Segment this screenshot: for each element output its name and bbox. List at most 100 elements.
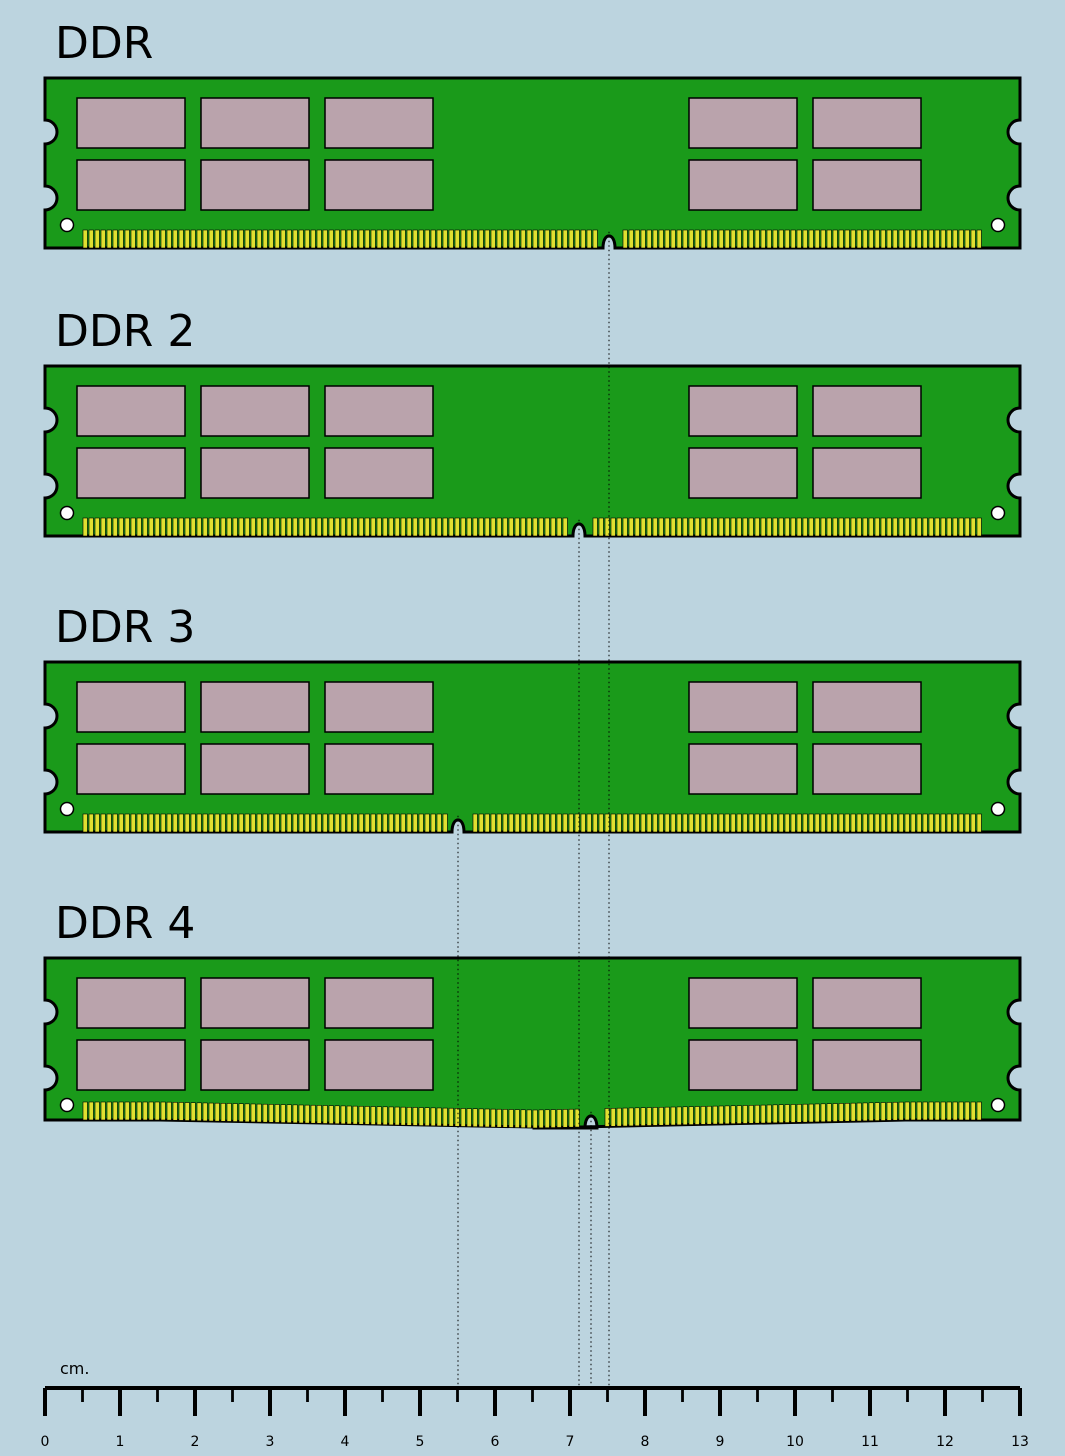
contact-pin [659,230,663,248]
contact-pin [671,1107,675,1125]
contact-pin [545,1110,549,1128]
contact-pin [305,518,309,536]
contact-pin [239,518,243,536]
contact-pin [857,230,861,248]
contact-pin [257,518,261,536]
contact-pin [863,230,867,248]
contact-pin [743,1105,747,1123]
contact-pin [839,814,843,832]
contact-pin [365,814,369,832]
contact-pin [953,518,957,536]
contact-pin [83,518,87,536]
contact-pin [707,230,711,248]
contact-pin [713,518,717,536]
contact-pin [563,814,567,832]
contact-pin [701,230,705,248]
contact-pin [905,518,909,536]
contact-pin [659,518,663,536]
contact-pin [125,230,129,248]
contact-pin [647,230,651,248]
contact-pin [953,230,957,248]
contact-pin [443,518,447,536]
contact-pin [323,230,327,248]
contact-pin [191,230,195,248]
contact-pin [143,1102,147,1120]
contact-pin [101,814,105,832]
contact-pin [215,518,219,536]
contact-pin [335,814,339,832]
contact-pin [443,230,447,248]
contact-pin [533,230,537,248]
contact-pin [461,1108,465,1126]
contact-pin [329,518,333,536]
contact-pin [281,1105,285,1123]
contact-pin [329,814,333,832]
contact-pin [929,230,933,248]
contact-pin [641,1108,645,1126]
contact-pin [389,1107,393,1125]
contact-pin [221,1103,225,1121]
contact-pin [845,230,849,248]
memory-chip [201,448,309,498]
contact-pin [341,814,345,832]
contact-pin [815,230,819,248]
memory-chip [77,1040,185,1090]
contact-pin [971,518,975,536]
contact-pin [809,230,813,248]
contact-pin [869,230,873,248]
contact-pin [797,814,801,832]
contact-pin [467,230,471,248]
contact-pin [977,230,981,248]
contact-pin [767,1105,771,1123]
contact-pin [287,230,291,248]
mounting-hole [61,1099,74,1112]
contact-pin [155,230,159,248]
contact-pin [293,518,297,536]
contact-pin [347,814,351,832]
contact-pin [371,518,375,536]
contact-pin [479,814,483,832]
memory-chip [325,744,433,794]
contact-pin [533,518,537,536]
module-ddr4 [45,958,1020,1128]
contact-pin [815,518,819,536]
contact-pin [227,1103,231,1121]
memory-chip [325,682,433,732]
contact-pin [773,814,777,832]
contact-pin [371,230,375,248]
contact-pin [491,518,495,536]
contact-pin [107,230,111,248]
contact-pin [311,814,315,832]
contact-pin [383,518,387,536]
contact-pin [653,518,657,536]
contact-pin [623,230,627,248]
memory-chip [325,386,433,436]
contact-pin [881,1103,885,1121]
contact-pin [233,518,237,536]
contact-pin [491,1109,495,1127]
contact-pin [521,230,525,248]
contact-pin [275,1104,279,1122]
contact-pin [245,814,249,832]
contact-pin [959,814,963,832]
contact-pin [155,518,159,536]
contact-pin [671,518,675,536]
contact-pin [323,814,327,832]
contact-pin [953,814,957,832]
contact-pin [617,814,621,832]
contact-pin [659,814,663,832]
contact-pin [725,518,729,536]
contact-pin [689,518,693,536]
contact-pin [653,814,657,832]
label-ddr: DDR [55,18,153,69]
contact-pin [785,518,789,536]
ruler-tick-label: 4 [341,1434,350,1450]
contact-pin [719,518,723,536]
contact-pin [797,518,801,536]
contact-pin [863,814,867,832]
contact-pin [107,518,111,536]
contact-pin [533,814,537,832]
memory-chip [201,1040,309,1090]
contact-pin [941,518,945,536]
contact-pin [431,230,435,248]
